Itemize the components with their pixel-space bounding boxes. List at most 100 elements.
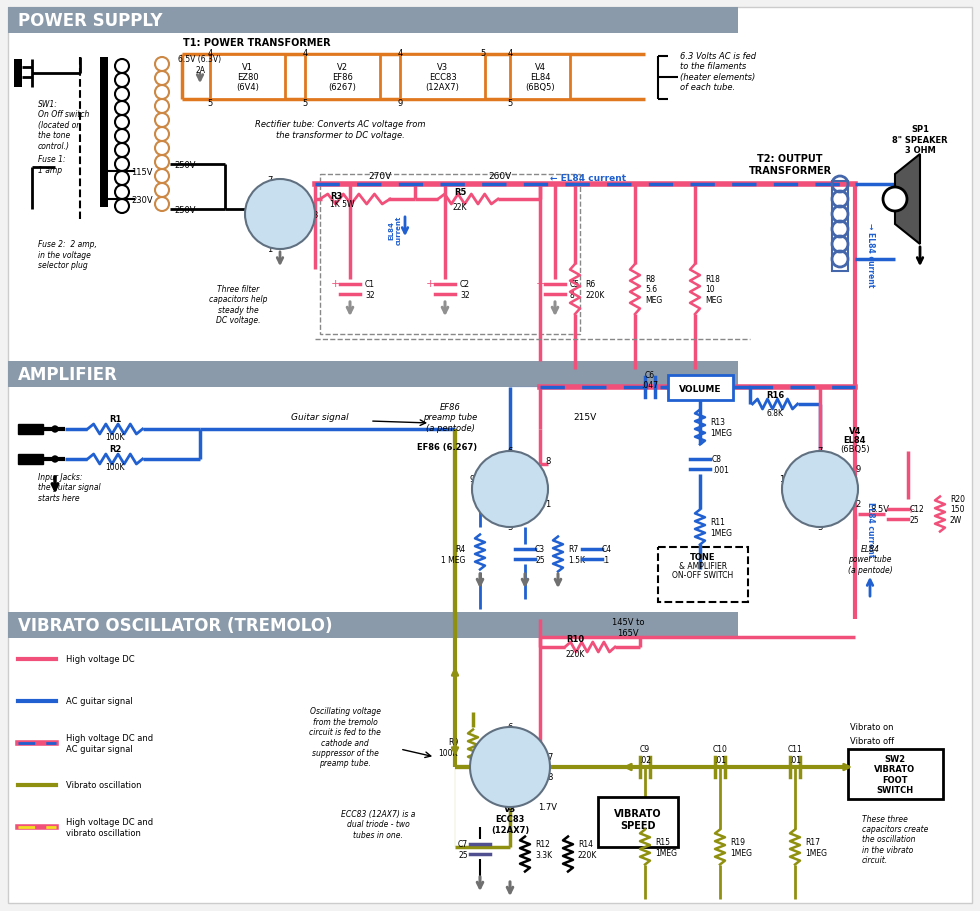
Bar: [8, 612, 738, 639]
Text: SP1
8" SPEAKER
3 OHM: SP1 8" SPEAKER 3 OHM: [892, 125, 948, 155]
Text: TONE: TONE: [690, 553, 715, 562]
Text: 4: 4: [303, 48, 308, 57]
Circle shape: [52, 426, 58, 433]
Text: 100K: 100K: [105, 463, 124, 472]
Text: R6
220K: R6 220K: [585, 280, 605, 300]
Text: ECC83 (12AX7) is a
dual triode - two
tubes in one.: ECC83 (12AX7) is a dual triode - two tub…: [341, 809, 416, 839]
Text: 260V: 260V: [488, 171, 512, 180]
Text: 115V: 115V: [131, 168, 153, 177]
Text: V4
EL84
(6BQ5): V4 EL84 (6BQ5): [525, 63, 555, 92]
Text: V3: V3: [505, 754, 515, 763]
Text: 2: 2: [856, 500, 860, 509]
Text: 9: 9: [856, 465, 860, 474]
Text: C10
.01: C10 .01: [712, 744, 727, 763]
Circle shape: [782, 452, 858, 527]
Text: R9
100K: R9 100K: [438, 738, 458, 757]
Text: V1: V1: [273, 205, 286, 214]
Text: (12AX7): (12AX7): [496, 776, 524, 783]
Text: +: +: [535, 279, 545, 289]
Bar: [18, 455, 43, 465]
Text: 270V: 270V: [368, 171, 392, 180]
Text: Fuse 2:  2 amp,
in the voltage
selector plug: Fuse 2: 2 amp, in the voltage selector p…: [38, 240, 97, 270]
Text: R11
1MEG: R11 1MEG: [710, 517, 732, 537]
Text: (6267): (6267): [498, 499, 521, 506]
Text: ECC83: ECC83: [498, 764, 522, 773]
Text: 9: 9: [469, 475, 474, 484]
Text: R17
1MEG: R17 1MEG: [805, 837, 827, 856]
Text: 2.7V: 2.7V: [513, 515, 531, 524]
Bar: [305, 55, 380, 100]
Bar: [18, 425, 43, 435]
Bar: [8, 362, 738, 387]
Text: 8: 8: [547, 773, 553, 782]
Text: High voltage DC and
AC guitar signal: High voltage DC and AC guitar signal: [66, 733, 153, 752]
Text: R4
1 MEG: R4 1 MEG: [441, 545, 465, 564]
Text: 1: 1: [546, 500, 551, 509]
Text: 100K: 100K: [105, 433, 124, 442]
Text: 9: 9: [397, 98, 403, 107]
Bar: [658, 548, 748, 602]
Text: 5: 5: [480, 48, 486, 57]
Bar: [400, 55, 485, 100]
Text: R7
1.5K: R7 1.5K: [568, 545, 585, 564]
Text: ON-OFF SWITCH: ON-OFF SWITCH: [672, 571, 734, 580]
Circle shape: [52, 456, 58, 463]
Text: EL84
current: EL84 current: [388, 215, 402, 244]
Text: T2: OUTPUT
TRANSFORMER: T2: OUTPUT TRANSFORMER: [749, 154, 832, 176]
Text: EF86: EF86: [501, 487, 519, 496]
Text: POWER SUPPLY: POWER SUPPLY: [18, 12, 163, 30]
Text: 6.3 Volts AC is fed
to the filaments
(heater elements)
of each tube.: 6.3 Volts AC is fed to the filaments (he…: [680, 52, 757, 92]
Bar: [320, 175, 580, 334]
Text: Guitar signal: Guitar signal: [291, 413, 349, 422]
Text: & AMPLIFIER: & AMPLIFIER: [679, 562, 727, 571]
Text: SW2
VIBRATO
FOOT
SWITCH: SW2 VIBRATO FOOT SWITCH: [874, 754, 915, 794]
Text: VOLUME: VOLUME: [679, 384, 721, 393]
Text: 215V: 215V: [573, 413, 597, 422]
Text: (6BQ5): (6BQ5): [840, 445, 870, 454]
Text: 1K 5W: 1K 5W: [330, 200, 355, 209]
Text: R1: R1: [109, 415, 122, 424]
Text: Oscillating voltage
from the tremolo
circuit is fed to the
cathode and
suppresso: Oscillating voltage from the tremolo cir…: [309, 707, 381, 768]
Polygon shape: [895, 155, 920, 245]
Text: +: +: [906, 505, 914, 515]
Text: C4
.1: C4 .1: [602, 545, 612, 564]
Text: V2
EF86
(6267): V2 EF86 (6267): [328, 63, 357, 92]
Bar: [14, 60, 22, 87]
Text: R20
150
2W: R20 150 2W: [950, 495, 965, 525]
Text: (6BQ5): (6BQ5): [808, 499, 832, 506]
Text: +: +: [330, 279, 340, 289]
Text: High voltage DC and
vibrato oscillation: High voltage DC and vibrato oscillation: [66, 817, 153, 837]
Text: V1
EZ80
(6V4): V1 EZ80 (6V4): [236, 63, 259, 92]
Text: +: +: [425, 279, 435, 289]
Text: 6.8K: 6.8K: [766, 408, 783, 417]
Text: C5
8: C5 8: [570, 280, 580, 300]
Text: VIBRATO OSCILLATOR (TREMOLO): VIBRATO OSCILLATOR (TREMOLO): [18, 617, 332, 634]
Bar: [598, 797, 678, 847]
Text: 6.5V (6.3V)
2A: 6.5V (6.3V) 2A: [178, 56, 221, 75]
Text: C12
25: C12 25: [910, 505, 925, 524]
Text: C7
25: C7 25: [458, 839, 468, 859]
Text: 8: 8: [545, 457, 551, 466]
Text: 4: 4: [397, 48, 403, 57]
Text: V4: V4: [814, 477, 825, 486]
Text: C3
25: C3 25: [535, 545, 545, 564]
Text: R13
1MEG: R13 1MEG: [710, 418, 732, 437]
Text: EL84: EL84: [810, 487, 829, 496]
Circle shape: [883, 188, 907, 211]
Text: Rectifier tube: Converts AC voltage from
the transformer to DC voltage.: Rectifier tube: Converts AC voltage from…: [255, 120, 425, 139]
Text: Vibrato on: Vibrato on: [850, 722, 894, 732]
Bar: [832, 182, 848, 271]
Text: High voltage DC: High voltage DC: [66, 655, 134, 664]
Text: R10: R10: [565, 635, 584, 644]
Text: 3: 3: [508, 803, 513, 812]
Text: C8
.001: C8 .001: [712, 455, 729, 475]
Circle shape: [470, 727, 550, 807]
Bar: [848, 749, 943, 799]
Text: 1: 1: [470, 754, 475, 763]
Bar: [210, 55, 285, 100]
Text: 8.5V: 8.5V: [870, 505, 890, 514]
Text: C11
.01: C11 .01: [788, 744, 803, 763]
Text: 4: 4: [508, 48, 513, 57]
Text: T1: POWER TRANSFORMER: T1: POWER TRANSFORMER: [183, 38, 330, 48]
Text: Vibrato off: Vibrato off: [850, 737, 894, 746]
